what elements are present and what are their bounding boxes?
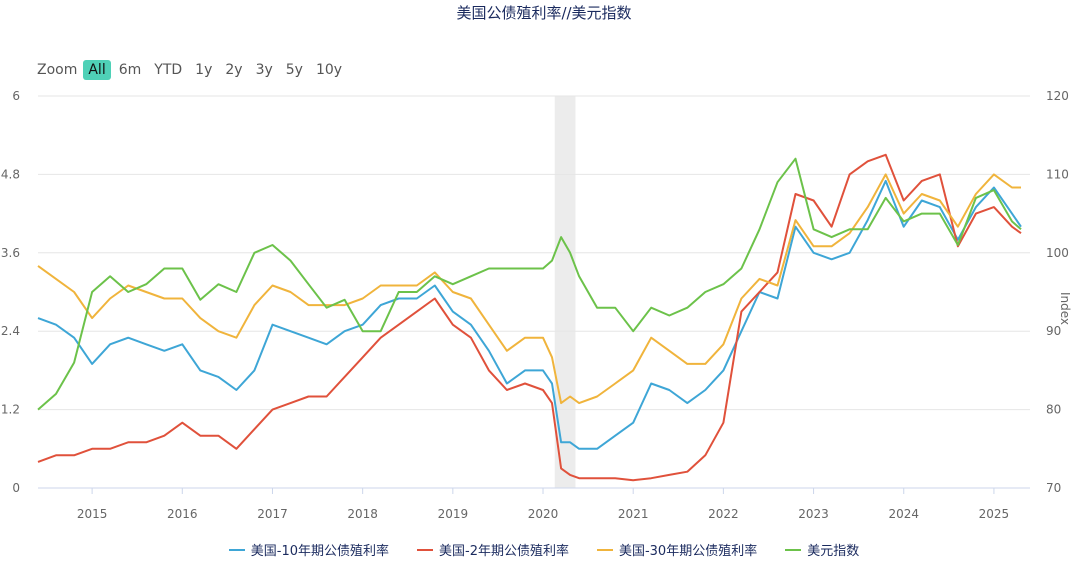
x-tick-label: 2020	[528, 507, 559, 521]
zoom-button-ytd[interactable]: YTD	[154, 62, 183, 78]
legend: 美国-10年期公债殖利率 美国-2年期公债殖利率 美国-30年期公债殖利率 美元…	[0, 540, 1088, 559]
left-tick-label: 6	[12, 89, 20, 103]
zoom-button-1y[interactable]: 1y	[195, 62, 213, 78]
right-tick-label: 90	[1046, 324, 1061, 338]
legend-label-30y: 美国-30年期公债殖利率	[618, 544, 758, 559]
right-axis-label: Index	[1058, 292, 1072, 326]
x-tick-label: 2016	[167, 507, 198, 521]
series-line-2	[37, 173, 1021, 405]
legend-item-dxy[interactable]: 美元指数	[785, 540, 859, 559]
zoom-button-2y[interactable]: 2y	[225, 62, 243, 78]
x-tick-label: 2024	[888, 507, 919, 521]
right-tick-label: 120	[1046, 89, 1069, 103]
zoom-button-10y[interactable]: 10y	[315, 62, 343, 78]
chart-title: 美国公债殖利率//美元指数	[456, 4, 632, 22]
x-tick-label: 2019	[438, 507, 469, 521]
left-tick-label: 0	[12, 481, 20, 495]
left-tick-label: 3.6	[1, 246, 20, 260]
legend-swatch-dxy	[785, 548, 802, 551]
shaded-band	[554, 96, 576, 488]
x-tick-label: 2015	[77, 507, 108, 521]
x-tick-label: 2025	[979, 507, 1010, 521]
left-tick-label: 2.4	[1, 324, 20, 338]
series-line-0	[37, 179, 1022, 450]
zoom-button-all[interactable]: All	[83, 60, 111, 80]
x-tick-label: 2018	[347, 507, 378, 521]
x-tick-label: 2017	[257, 507, 288, 521]
x-tick-label: 2021	[618, 507, 649, 521]
zoom-bar: Zoom All 6m YTD 1y 2y 3y 5y 10y	[37, 58, 350, 82]
legend-swatch-2y	[417, 548, 433, 551]
legend-swatch-30y	[596, 548, 613, 551]
legend-swatch-10y	[228, 548, 245, 551]
legend-item-2y[interactable]: 美国-2年期公债殖利率	[417, 540, 569, 559]
left-tick-label: 4.8	[1, 167, 20, 181]
zoom-button-5y[interactable]: 5y	[285, 62, 303, 78]
series-line-3	[37, 157, 1022, 411]
zoom-button-3y[interactable]: 3y	[255, 62, 273, 78]
legend-label-10y: 美国-10年期公债殖利率	[250, 544, 389, 559]
right-tick-label: 70	[1046, 481, 1061, 495]
legend-item-30y[interactable]: 美国-30年期公债殖利率	[596, 540, 758, 559]
legend-label-2y: 美国-2年期公债殖利率	[439, 544, 569, 559]
x-tick-label: 2022	[708, 507, 739, 521]
left-tick-label: 1.2	[1, 403, 20, 417]
series-line-1	[37, 153, 1022, 482]
right-tick-label: 80	[1046, 403, 1061, 417]
zoom-label: Zoom	[37, 62, 78, 78]
x-tick-label: 2023	[798, 507, 829, 521]
zoom-button-6m[interactable]: 6m	[118, 62, 142, 78]
right-tick-label: 100	[1046, 246, 1069, 260]
legend-item-10y[interactable]: 美国-10年期公债殖利率	[228, 540, 389, 559]
legend-label-dxy: 美元指数	[807, 544, 860, 559]
right-tick-label: 110	[1046, 167, 1069, 181]
